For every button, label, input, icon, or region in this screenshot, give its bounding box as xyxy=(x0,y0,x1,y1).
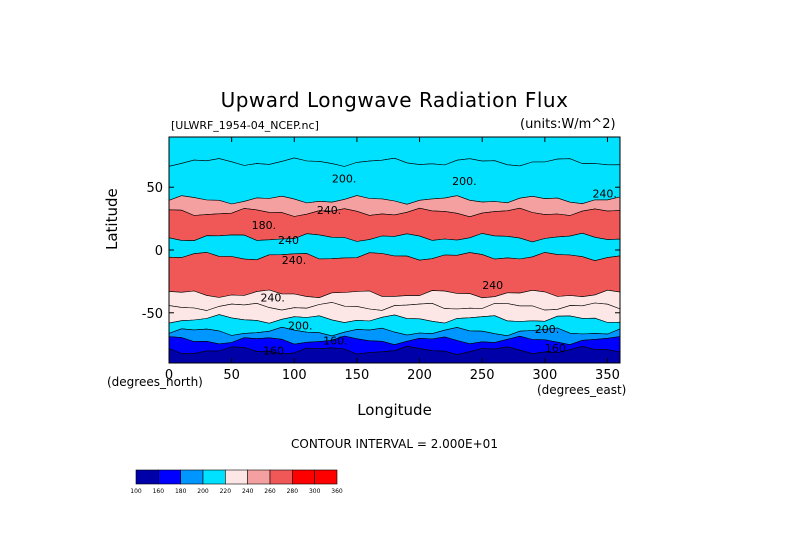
x-tick-label: 200 xyxy=(407,368,432,383)
contour-label: 160. xyxy=(323,334,348,347)
x-tick-label: 0 xyxy=(165,368,173,383)
colorbar-label: 240 xyxy=(242,488,254,495)
contour-label: 240. xyxy=(592,188,617,201)
contour-label: 180. xyxy=(252,219,277,232)
x-tick-label: 100 xyxy=(282,368,307,383)
colorbar-swatch xyxy=(314,469,338,485)
y-tick-label: -50 xyxy=(142,307,163,322)
colorbar-swatch xyxy=(180,469,204,485)
contour-label: 240 xyxy=(278,234,299,247)
contour-label: 240. xyxy=(317,204,342,217)
contour-label: 240 xyxy=(482,279,503,292)
y-axis-unit-label: (degrees_north) xyxy=(107,375,203,389)
colorbar-label: 220 xyxy=(220,488,232,495)
contour-label: 160 xyxy=(545,342,566,355)
colorbar-swatch xyxy=(158,469,181,485)
contour-interval-note: CONTOUR INTERVAL = 2.000E+01 xyxy=(291,437,498,451)
contour-label: 240. xyxy=(260,292,285,305)
field-band xyxy=(168,252,621,299)
contour-label: 240. xyxy=(282,254,307,267)
colorbar-label: 260 xyxy=(264,488,276,495)
colorbar-swatch xyxy=(292,469,315,485)
x-tick-label: 300 xyxy=(532,368,557,383)
x-tick-label: 350 xyxy=(595,368,620,383)
contour-label: 200. xyxy=(288,319,313,332)
colorbar-label: 280 xyxy=(287,488,299,495)
field-band xyxy=(168,157,621,205)
colorbar-swatch xyxy=(247,469,271,485)
x-tick-label: 150 xyxy=(345,368,370,383)
y-tick-label: 50 xyxy=(146,181,163,196)
colorbar-swatch xyxy=(202,469,226,485)
y-tick-label: 0 xyxy=(155,244,163,259)
x-axis-label: Longitude xyxy=(357,401,432,419)
colorbar-swatch xyxy=(135,469,159,485)
file-name-label: [ULWRF_1954-04_NCEP.nc] xyxy=(171,119,319,132)
colorbar-swatch xyxy=(269,469,293,485)
contour-label: 200. xyxy=(535,323,560,336)
contour-label: 200. xyxy=(332,172,357,185)
x-tick-label: 250 xyxy=(470,368,495,383)
colorbar-label: 180 xyxy=(175,488,187,495)
contour-label: 200. xyxy=(452,175,477,188)
x-axis-unit-label: (degrees_east) xyxy=(537,383,627,397)
contour-label: 160 xyxy=(263,344,284,357)
chart-title: Upward Longwave Radiation Flux xyxy=(220,88,569,112)
colorbar-label: 360 xyxy=(331,488,343,495)
colorbar-label: 300 xyxy=(309,488,321,495)
x-tick-label: 50 xyxy=(223,368,240,383)
units-label: (units:W/m^2) xyxy=(520,117,616,132)
colorbar-label: 200 xyxy=(197,488,209,495)
colorbar-swatch xyxy=(225,469,248,485)
colorbar-label: 160 xyxy=(153,488,165,495)
colorbar-label: 100 xyxy=(130,488,142,495)
